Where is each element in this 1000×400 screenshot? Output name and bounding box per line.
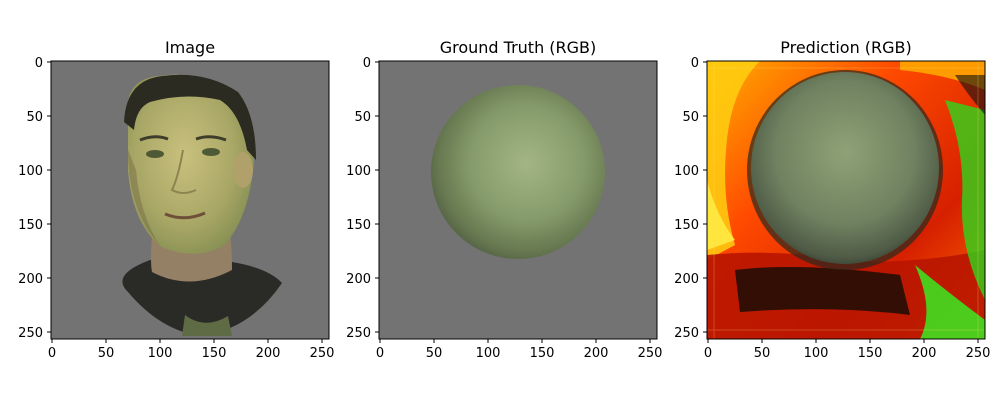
green-sphere — [431, 85, 605, 259]
noise-grid-lines — [707, 61, 985, 339]
left-eyebrow — [139, 135, 169, 142]
y-tick-label: 100 — [346, 164, 371, 179]
noise-green-right — [945, 100, 985, 300]
image-x-axis: 0 50 100 150 200 250 — [48, 339, 335, 361]
x-tick-label: 50 — [98, 346, 115, 361]
hair-shape — [124, 74, 256, 160]
y-tick-label: 200 — [346, 272, 371, 287]
y-tick-label: 250 — [674, 326, 699, 341]
y-tick-label: 250 — [18, 326, 43, 341]
x-tick-label: 0 — [376, 346, 384, 361]
predicted-sphere — [751, 72, 939, 264]
x-tick-label: 50 — [426, 346, 443, 361]
nose — [170, 149, 197, 194]
y-tick-label: 50 — [354, 110, 371, 125]
shirt-shape — [122, 260, 282, 336]
x-tick-label: 50 — [754, 346, 771, 361]
x-tick-label: 150 — [858, 346, 883, 361]
x-tick-label: 0 — [704, 346, 712, 361]
image-frame — [50, 60, 330, 340]
ground-truth-frame — [378, 60, 658, 340]
panel-prediction: Prediction (RGB) 0 50 — [674, 38, 990, 361]
mouth — [164, 211, 206, 220]
y-tick-label: 50 — [682, 110, 699, 125]
y-tick-label: 200 — [18, 272, 43, 287]
noise-yellow-left — [707, 61, 760, 260]
face-shape — [127, 74, 255, 254]
panel-title: Image — [165, 38, 215, 57]
image-plot — [51, 61, 329, 339]
noise-yellow-spot — [707, 180, 735, 250]
x-tick-label: 150 — [530, 346, 555, 361]
shirt-collar — [182, 315, 232, 336]
y-tick-label: 200 — [674, 272, 699, 287]
x-tick-label: 100 — [476, 346, 501, 361]
x-tick-label: 250 — [638, 346, 663, 361]
x-tick-label: 0 — [48, 346, 56, 361]
noise-dark-band — [735, 266, 910, 315]
panel-title: Ground Truth (RGB) — [440, 38, 597, 57]
noise-orange-top — [900, 61, 985, 90]
x-tick-label: 100 — [148, 346, 173, 361]
panel-ground-truth: Ground Truth (RGB) 0 50 100 150 200 250 … — [346, 38, 662, 361]
left-eye — [146, 150, 164, 158]
prediction-x-axis: 0 50 100 150 200 250 — [704, 339, 991, 361]
prediction-y-axis: 0 50 100 150 200 250 — [674, 56, 707, 341]
x-tick-label: 250 — [310, 346, 335, 361]
x-tick-label: 150 — [202, 346, 227, 361]
prediction-plot — [707, 61, 985, 339]
right-eyebrow — [195, 135, 227, 142]
noise-dark-corner — [955, 75, 985, 115]
face-shadow — [128, 150, 160, 246]
y-tick-label: 150 — [674, 218, 699, 233]
x-tick-label: 200 — [256, 346, 281, 361]
panel-title: Prediction (RGB) — [780, 38, 912, 57]
y-tick-label: 250 — [346, 326, 371, 341]
noise-green-bottom — [915, 265, 985, 339]
ground-truth-x-axis: 0 50 100 150 200 250 — [376, 339, 663, 361]
y-tick-label: 100 — [674, 164, 699, 179]
panel-image: Image — [18, 38, 334, 361]
image-y-axis: 0 50 100 150 200 250 — [18, 56, 51, 341]
y-tick-label: 150 — [346, 218, 371, 233]
ground-truth-plot — [379, 61, 657, 339]
y-tick-label: 0 — [691, 56, 699, 71]
y-tick-label: 0 — [363, 56, 371, 71]
y-tick-label: 150 — [18, 218, 43, 233]
y-tick-label: 0 — [35, 56, 43, 71]
right-eye — [202, 148, 220, 156]
x-tick-label: 200 — [584, 346, 609, 361]
x-tick-label: 200 — [912, 346, 937, 361]
ear-shape — [233, 152, 253, 188]
prediction-frame — [706, 60, 986, 340]
y-tick-label: 100 — [18, 164, 43, 179]
ground-truth-y-axis: 0 50 100 150 200 250 — [346, 56, 379, 341]
y-tick-label: 50 — [26, 110, 43, 125]
x-tick-label: 100 — [804, 346, 829, 361]
x-tick-label: 250 — [966, 346, 991, 361]
